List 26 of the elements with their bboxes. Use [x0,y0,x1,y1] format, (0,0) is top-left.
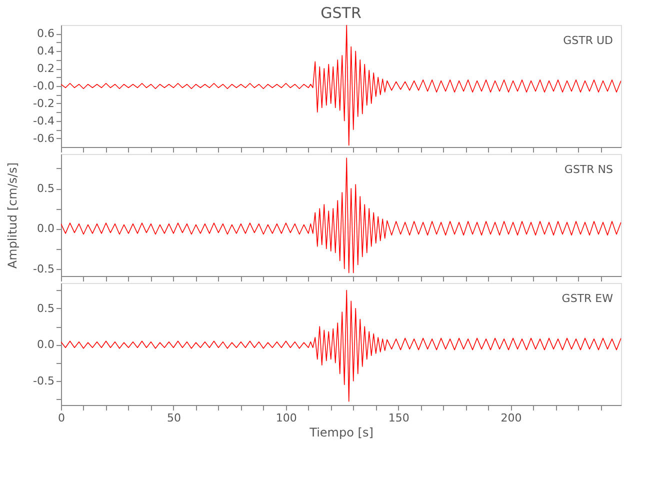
x-tick-label: 150 [388,412,410,424]
line-series [61,158,621,274]
y-tick-label: 0.4 [37,44,54,58]
line-series [61,290,621,402]
y-tick-label: -0.4 [33,114,54,128]
y-tick-label: -0.6 [33,132,54,145]
y-tick-label: 0.0 [37,222,54,236]
x-tick-label: 200 [500,412,522,424]
annotation: GSTR EW [562,292,614,305]
annotation: GSTR UD [563,34,613,47]
y-tick-label: -0.5 [33,374,54,388]
chart-title: GSTR [320,4,362,22]
y-tick-label: 0.5 [37,182,54,196]
x-tick-label: 0 [58,412,65,424]
y-tick-label: -0.5 [33,262,54,276]
x-tick-label: 50 [166,412,181,424]
y-tick-label: -0.0 [33,80,54,92]
x-tick-label: 100 [276,412,297,424]
y-tick-label: 0.5 [37,302,54,315]
annotation: GSTR NS [564,163,614,176]
y-tick-label: 0.2 [37,62,54,76]
y-tick-label: 0.0 [37,338,54,352]
y-axis-title: Amplitud [cm/s/s] [6,162,20,269]
x-axis-title: Tiempo [s] [308,426,374,440]
y-tick-label: -0.2 [33,96,54,110]
y-tick-label: 0.6 [37,27,54,40]
